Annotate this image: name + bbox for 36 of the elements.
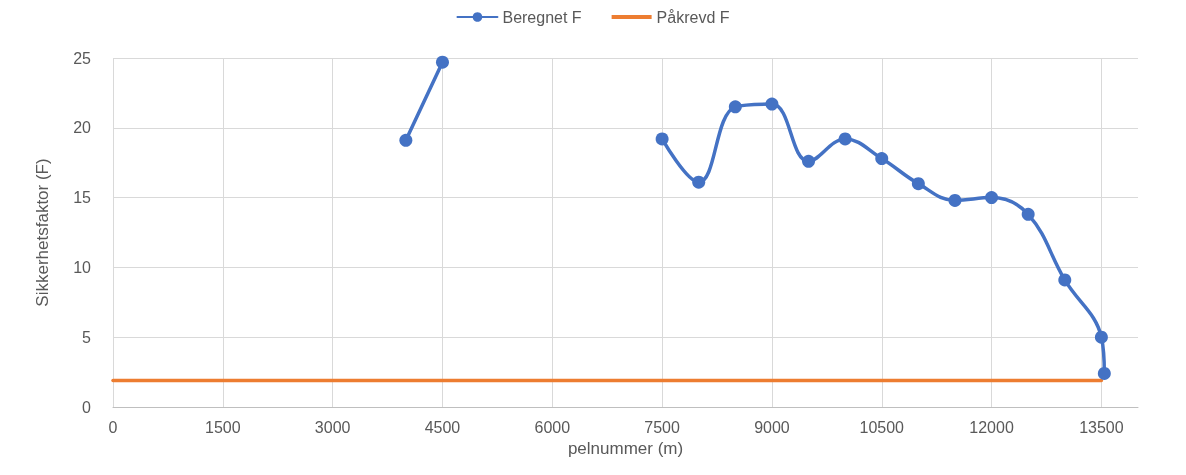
point [875, 152, 889, 166]
point [802, 154, 816, 168]
y-tick-label: 5 [82, 328, 92, 346]
x-axis-title: pelnummer (m) [567, 438, 684, 458]
point [765, 97, 779, 111]
x-tick-label: 3000 [314, 418, 351, 436]
point [655, 132, 669, 146]
point [1021, 207, 1035, 221]
y-tick-label: 15 [73, 189, 92, 207]
x-tick-label: 10500 [859, 418, 905, 436]
x-tick-label: 12000 [969, 418, 1014, 436]
x-tick-label: 7500 [644, 418, 681, 436]
y-tick-label: 0 [82, 398, 92, 416]
y-tick-label: 20 [73, 119, 92, 137]
x-tick-label: 6000 [534, 418, 571, 436]
point [838, 132, 852, 146]
point [1094, 330, 1108, 344]
point [911, 177, 925, 191]
x-tick-label: 9000 [754, 418, 790, 436]
point [1097, 367, 1111, 380]
y-tick-label: 25 [73, 49, 92, 67]
point [692, 175, 706, 189]
x-tick-label: 0 [108, 418, 118, 436]
point [985, 191, 999, 205]
point [728, 100, 742, 114]
x-tick-label: 4500 [424, 418, 461, 436]
x-tick-label: 1500 [205, 418, 241, 436]
x-tick-label: 13500 [1079, 418, 1124, 436]
point [1058, 273, 1072, 287]
legend-label: Påkrevd F [656, 8, 730, 26]
point [435, 55, 449, 69]
point [399, 133, 413, 147]
legend-label: Beregnet F [502, 8, 582, 26]
y-tick-label: 10 [73, 258, 92, 276]
y-axis-title: Sikkerhetsfaktor (F) [33, 158, 52, 307]
point [948, 193, 962, 207]
